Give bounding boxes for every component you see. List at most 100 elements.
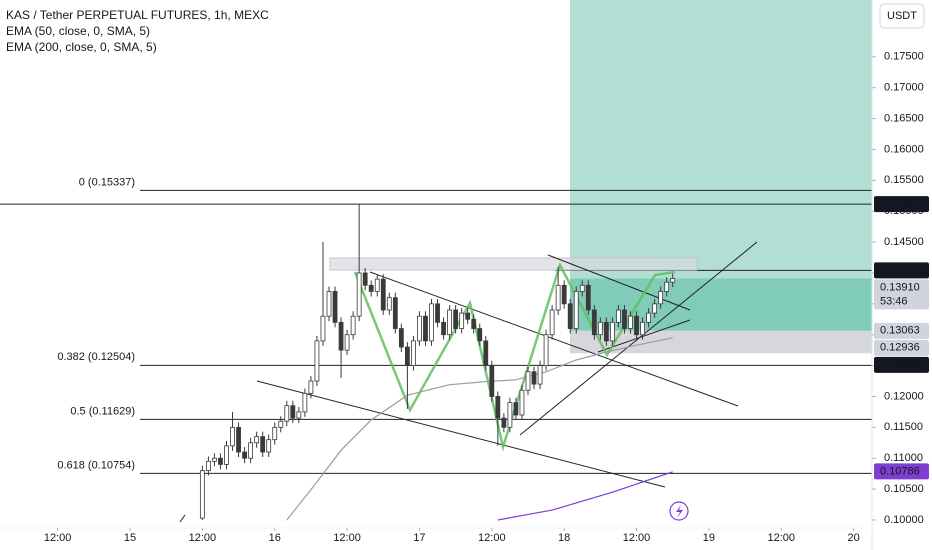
candle-body — [302, 392, 308, 413]
y-tick-label: 0.10000 — [884, 514, 924, 526]
y-tick-label: 0.14500 — [884, 236, 924, 248]
trend-line — [369, 271, 739, 407]
resistance-zone — [329, 257, 698, 271]
candle-body — [404, 346, 410, 366]
candle-body — [543, 334, 549, 366]
candle-body — [459, 312, 465, 329]
price-label-text: 0.12699 — [880, 359, 920, 371]
currency-button[interactable] — [879, 3, 925, 29]
price-label-text: 0.15114 — [880, 198, 919, 210]
candle-body — [266, 439, 272, 453]
candle-body — [344, 334, 350, 351]
x-tick-label: 12:00 — [189, 532, 217, 544]
price-label — [874, 356, 929, 373]
candle-body — [248, 442, 254, 459]
price-label-text: 0.13910 — [880, 281, 920, 293]
candle-body — [477, 328, 483, 342]
price-label — [874, 196, 929, 213]
candle-body — [350, 315, 356, 336]
currency-button-label[interactable]: USDT — [887, 10, 917, 22]
y-tick-label: 0.11000 — [884, 452, 923, 464]
candle-body — [332, 291, 338, 323]
candle-body — [603, 321, 609, 342]
drawings — [179, 241, 758, 523]
y-tick-label: 0.16500 — [884, 112, 924, 124]
axis-layer: 0.100000.105000.110000.115000.120000.125… — [44, 51, 929, 544]
candle-body — [236, 426, 241, 453]
x-tick-label: 12:00 — [767, 532, 795, 544]
y-tick-label: 0.16000 — [884, 143, 924, 155]
candle-body — [356, 272, 362, 317]
candle-body — [555, 284, 561, 311]
trend-line — [179, 514, 186, 523]
candle-body — [658, 291, 664, 305]
candle-body — [398, 328, 404, 348]
profit-zone — [570, 278, 872, 331]
y-tick-label: 0.10500 — [884, 483, 924, 495]
fib-level-label: 0.618 (0.10754) — [57, 459, 135, 471]
trend-line — [519, 241, 758, 436]
candle-body — [471, 318, 477, 329]
candle-body — [670, 278, 676, 283]
target-zone — [570, 0, 872, 279]
y-tick-label: 0.15500 — [884, 174, 924, 186]
x-tick-label: 18 — [558, 532, 570, 544]
candle-body — [284, 405, 290, 422]
price-label — [874, 322, 929, 339]
alert-icon-bolt — [676, 505, 683, 518]
candle-body — [447, 309, 452, 336]
candle-body — [483, 340, 489, 366]
x-tick-label: 16 — [269, 532, 281, 544]
ema-line — [497, 471, 673, 521]
x-tick-label: 12:00 — [44, 532, 72, 544]
candle-body — [392, 297, 398, 329]
candle-body — [290, 405, 296, 419]
candle-body — [585, 284, 591, 311]
x-tick-label: 12:00 — [478, 532, 506, 544]
trend-line — [256, 380, 666, 488]
candle-body — [368, 284, 374, 292]
candle-body — [537, 365, 543, 385]
candle-body — [579, 284, 585, 292]
price-label — [874, 279, 929, 310]
candle-body — [278, 420, 284, 428]
candle-body — [616, 309, 621, 323]
candle-body — [386, 297, 392, 311]
candle-body — [230, 426, 235, 447]
candle-body — [549, 309, 555, 336]
candle-body — [652, 303, 658, 314]
candle-body — [199, 470, 205, 519]
candle-body — [507, 402, 513, 428]
candle-body — [495, 396, 501, 419]
candle-body — [634, 315, 639, 336]
candle-body — [622, 309, 627, 329]
candle-body — [489, 365, 495, 397]
candle-body — [561, 284, 567, 305]
candle-body — [260, 436, 266, 453]
y-tick-label: 0.17000 — [884, 82, 924, 94]
y-tick-label: 0.17500 — [884, 51, 924, 63]
candle-body — [640, 321, 645, 336]
candle-body — [591, 309, 597, 336]
candle-body — [435, 303, 440, 323]
y-tick-label: 0.12000 — [884, 390, 924, 402]
candle-body — [501, 417, 507, 428]
indicator-legend: EMA (200, close, 0, SMA, 5) — [6, 40, 157, 54]
candle-body — [646, 312, 651, 323]
candle-body — [465, 312, 471, 320]
candle-body — [531, 371, 537, 385]
candle-body — [411, 340, 416, 366]
price-label — [874, 463, 929, 480]
candle-body — [296, 411, 302, 419]
candle-body — [441, 321, 446, 336]
candle-body — [320, 315, 326, 342]
candle-body — [628, 315, 633, 329]
candle-body — [429, 303, 434, 342]
candle-body — [326, 291, 332, 317]
y-tick-label: 0.11500 — [884, 421, 923, 433]
candle-body — [380, 278, 386, 311]
candle-body — [272, 426, 278, 441]
candle-body — [205, 460, 211, 471]
candle-body — [218, 457, 223, 465]
